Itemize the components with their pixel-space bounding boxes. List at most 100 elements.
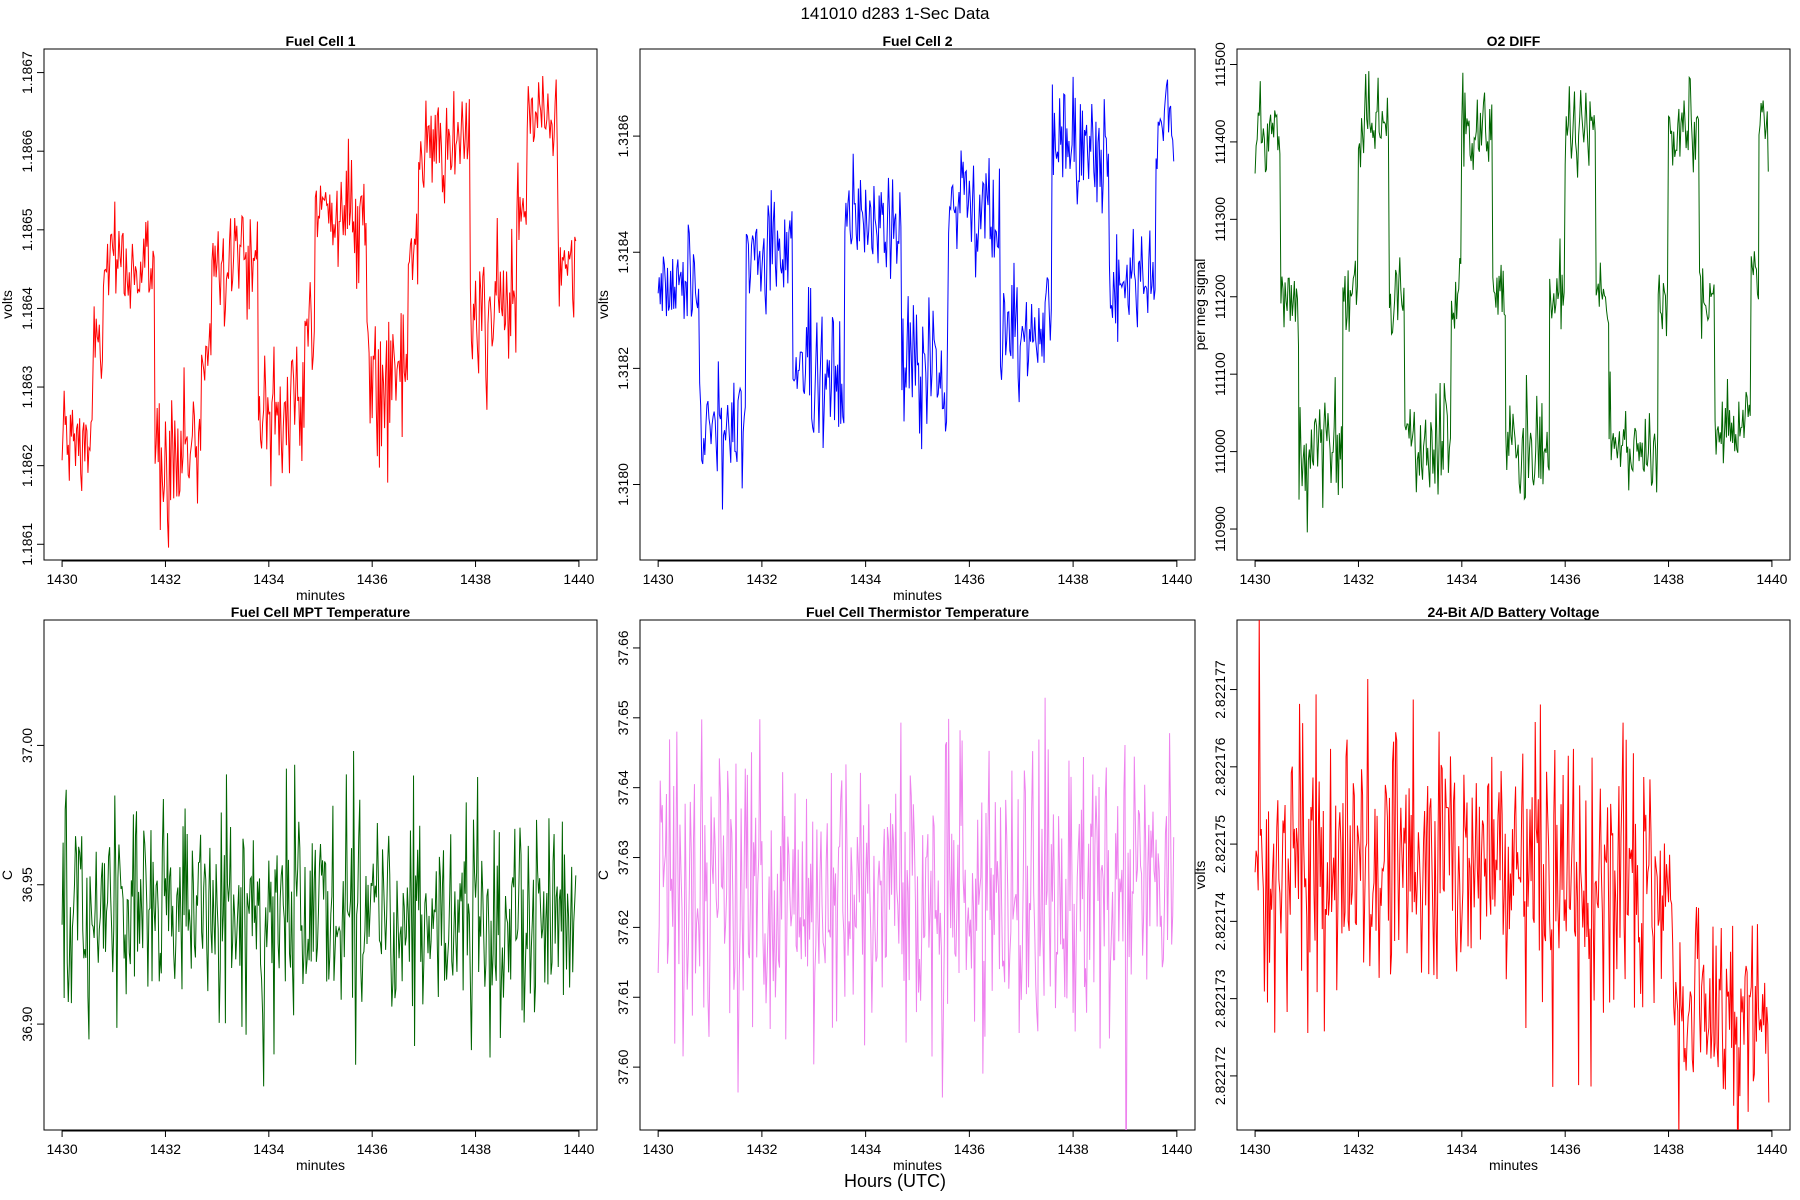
- y-tick-label: 37.61: [615, 980, 631, 1015]
- x-tick-label: 1436: [954, 1141, 985, 1157]
- x-tick-label: 1434: [1446, 571, 1477, 587]
- y-tick-label: 111000: [1212, 429, 1228, 474]
- x-tick-label: 1432: [1343, 1141, 1374, 1157]
- x-tick-label: 1440: [1161, 571, 1192, 587]
- panel-title: Fuel Cell 1: [285, 33, 355, 49]
- y-tick-label: 2.822177: [1212, 660, 1228, 719]
- x-axis-label: minutes: [296, 587, 345, 603]
- x-tick-label: 1440: [1161, 1141, 1192, 1157]
- x-tick-label: 1436: [357, 571, 388, 587]
- y-tick-label: 36.95: [19, 867, 35, 902]
- y-tick-label: 1.3180: [615, 463, 631, 506]
- x-tick-label: 1434: [850, 1141, 881, 1157]
- x-tick-label: 1432: [150, 1141, 181, 1157]
- y-tick-label: 1.3182: [615, 347, 631, 390]
- y-tick-label: 111500: [1212, 42, 1228, 87]
- x-tick-label: 1430: [1240, 1141, 1271, 1157]
- plot-frame: [639, 619, 1196, 1131]
- x-tick-label: 1430: [47, 1141, 78, 1157]
- y-tick-label: 1.1866: [19, 130, 35, 173]
- x-tick-label: 1438: [460, 571, 491, 587]
- y-axis-label: C: [595, 870, 611, 880]
- panel-fuel-cell-mpt-temperature: Fuel Cell MPT Temperature 1430 1432 1434 143…: [0, 604, 598, 1173]
- series-line: [1254, 620, 1770, 1130]
- x-tick-label: 1430: [643, 1141, 674, 1157]
- y-tick-label: 111300: [1212, 197, 1228, 242]
- y-axis-label: C: [0, 870, 15, 880]
- x-tick-label: 1432: [746, 571, 777, 587]
- panel-o2-diff: O2 DIFF 1430 1432 1434 1436 1438 1440 110900 111…: [1192, 33, 1791, 587]
- y-tick-label: 37.65: [615, 700, 631, 735]
- panel-fuel-cell-2: Fuel Cell 2 1430 1432 1434 1436 1438 1440 1.318…: [595, 33, 1196, 603]
- x-tick-label: 1434: [253, 1141, 284, 1157]
- y-tick-label: 2.822172: [1212, 1047, 1228, 1106]
- x-tick-label: 1434: [850, 571, 881, 587]
- x-tick-label: 1440: [1756, 1141, 1787, 1157]
- x-tick-label: 1436: [357, 1141, 388, 1157]
- x-axis-label: minutes: [893, 1157, 942, 1173]
- x-tick-label: 1434: [253, 571, 284, 587]
- y-tick-label: 37.64: [615, 770, 631, 805]
- y-tick-label: 1.3186: [615, 114, 631, 157]
- x-tick-label: 1438: [1653, 571, 1684, 587]
- x-axis-label: minutes: [296, 1157, 345, 1173]
- x-tick-label: 1436: [1550, 571, 1581, 587]
- y-tick-label: 2.822176: [1212, 737, 1228, 796]
- panel-battery-voltage: 24-Bit A/D Battery Voltage 1430 1432 1434 14…: [1192, 604, 1791, 1173]
- y-tick-label: 1.1865: [19, 208, 35, 251]
- y-tick-label: 1.1861: [19, 523, 35, 566]
- y-tick-label: 1.1864: [19, 287, 35, 330]
- y-tick-label: 1.1867: [19, 51, 35, 94]
- x-axis-label: minutes: [893, 587, 942, 603]
- x-tick-label: 1436: [954, 571, 985, 587]
- x-tick-label: 1432: [746, 1141, 777, 1157]
- y-tick-label: 111200: [1212, 274, 1228, 319]
- outer-x-label: Hours (UTC): [844, 1171, 946, 1191]
- panel-title: Fuel Cell MPT Temperature: [231, 604, 411, 620]
- x-tick-label: 1434: [1446, 1141, 1477, 1157]
- x-tick-label: 1432: [1343, 571, 1374, 587]
- x-tick-label: 1438: [1653, 1141, 1684, 1157]
- series-line: [657, 76, 1175, 510]
- x-tick-label: 1440: [563, 571, 594, 587]
- y-tick-label: 111400: [1212, 119, 1228, 164]
- panel-title: Fuel Cell 2: [882, 33, 952, 49]
- y-tick-label: 37.66: [615, 630, 631, 665]
- y-tick-label: 2.822175: [1212, 815, 1228, 874]
- y-axis-label: volts: [595, 290, 611, 319]
- y-tick-label: 37.62: [615, 910, 631, 945]
- panel-fuel-cell-1: Fuel Cell 1 1430 1432 1434 1436 1438 1440 1.186…: [0, 33, 598, 603]
- series-line: [657, 697, 1175, 1130]
- series-line: [61, 750, 577, 1087]
- x-tick-label: 1430: [643, 571, 674, 587]
- x-tick-label: 1430: [1240, 571, 1271, 587]
- y-tick-label: 2.822173: [1212, 969, 1228, 1028]
- y-tick-label: 37.63: [615, 840, 631, 875]
- panel-fuel-cell-thermistor-temperature: Fuel Cell Thermistor Temperature 1430 1432…: [595, 604, 1196, 1173]
- y-tick-label: 110900: [1212, 506, 1228, 552]
- series-line: [1254, 71, 1769, 533]
- x-tick-label: 1440: [1756, 571, 1787, 587]
- x-tick-label: 1436: [1550, 1141, 1581, 1157]
- main-title: 141010 d283 1-Sec Data: [800, 4, 990, 23]
- y-axis-label: volts: [0, 290, 15, 319]
- y-tick-label: 37.00: [19, 728, 35, 763]
- plot-frame: [43, 48, 598, 561]
- plot-frame: [1236, 48, 1791, 561]
- x-tick-label: 1438: [460, 1141, 491, 1157]
- panel-title: 24-Bit A/D Battery Voltage: [1428, 604, 1600, 620]
- y-tick-label: 111100: [1212, 352, 1228, 396]
- y-tick-label: 37.60: [615, 1049, 631, 1084]
- y-tick-label: 2.822174: [1212, 892, 1228, 951]
- panel-title: Fuel Cell Thermistor Temperature: [806, 604, 1029, 620]
- x-tick-label: 1432: [150, 571, 181, 587]
- panel-title: O2 DIFF: [1487, 33, 1541, 49]
- series-line: [61, 76, 577, 548]
- y-axis-label: per meg signal: [1192, 259, 1208, 351]
- x-tick-label: 1438: [1058, 1141, 1089, 1157]
- x-tick-label: 1440: [563, 1141, 594, 1157]
- x-tick-label: 1438: [1058, 571, 1089, 587]
- y-tick-label: 1.1862: [19, 444, 35, 487]
- y-tick-label: 1.1863: [19, 365, 35, 408]
